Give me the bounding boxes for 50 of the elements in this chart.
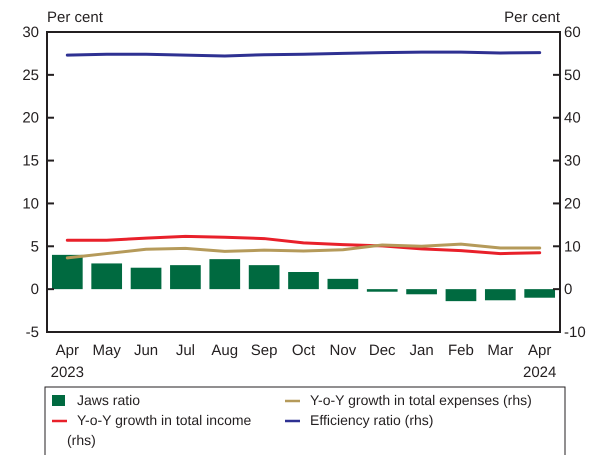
bar: [328, 278, 358, 290]
bar: [52, 254, 83, 290]
x-tick-label: Dec: [368, 342, 396, 359]
y-tick-label: 0: [30, 281, 39, 298]
y2-tick-label: 0: [564, 281, 572, 298]
y-tick-label: 5: [30, 238, 39, 256]
x-tick-label: Sep: [250, 342, 278, 359]
bar: [91, 263, 122, 290]
x-tick-label: Jun: [134, 342, 158, 359]
y2-tick-label: 30: [564, 152, 581, 170]
legend-label: Efficiency ratio (rhs): [310, 412, 434, 428]
x-tick-label: Apr 2023: [50, 342, 84, 381]
bar: [406, 289, 437, 294]
bar: [170, 265, 201, 290]
y2-tick-label: 20: [564, 195, 581, 212]
y-tick-label: 20: [22, 110, 39, 127]
x-tick-label: Feb: [448, 342, 474, 359]
x-tick-label: Jul: [176, 342, 196, 359]
y-tick-label: 10: [22, 195, 39, 212]
x-tick-label: Mar: [487, 342, 514, 359]
x-tick-label: May: [92, 342, 122, 359]
y2-tick-label: 60: [564, 24, 581, 41]
y2-tick-label: 50: [564, 66, 581, 84]
x-tick-label: Jan: [409, 342, 434, 359]
y2-tick-label: 40: [564, 110, 581, 127]
legend-label: Y-o-Y growth in total income (rhs): [67, 412, 252, 448]
y2-tick-label: 10: [564, 238, 581, 256]
y2-axis-title: Per cent: [504, 9, 561, 26]
x-tick-label: Apr 2024: [522, 342, 556, 381]
bar: [484, 289, 516, 300]
bar: [446, 289, 476, 302]
bar: [248, 265, 280, 290]
bar: [366, 289, 398, 292]
y-axis-title: Per cent: [47, 9, 104, 26]
bar: [524, 289, 556, 298]
bar: [209, 259, 240, 290]
y2-tick-label: -10: [564, 324, 586, 341]
bar: [130, 268, 162, 290]
x-tick-label: Oct: [292, 342, 316, 359]
legend-label: Y-o-Y growth in total expenses (rhs): [310, 392, 532, 408]
legend-label: Jaws ratio: [77, 392, 140, 408]
bar: [288, 272, 319, 290]
line-series: [66, 234, 542, 256]
y-tick-label: 30: [22, 24, 39, 41]
y-tick-label: 25: [22, 66, 39, 84]
line-series: [66, 242, 542, 260]
x-tick-label: Nov: [330, 342, 357, 359]
y-tick-label: -5: [26, 324, 39, 341]
x-tick-label: Aug: [211, 342, 238, 359]
y-tick-label: 15: [22, 152, 39, 170]
